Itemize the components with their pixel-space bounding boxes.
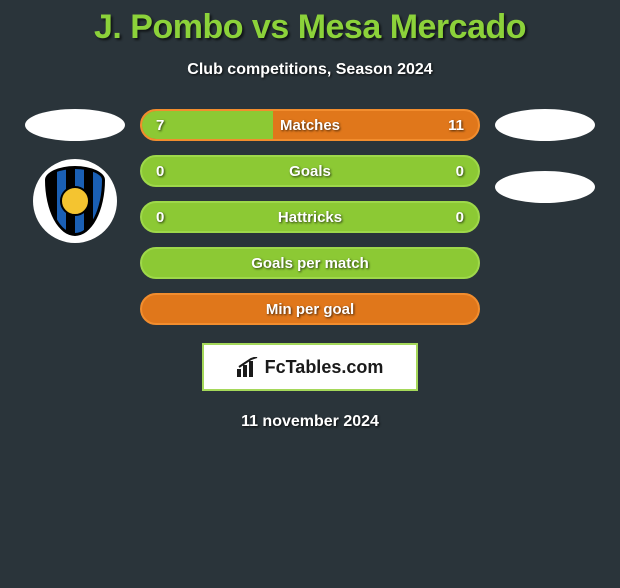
stat-row: 0 Goals 0 [140,155,480,187]
stat-value-left: 0 [156,163,164,180]
stat-bar: Goals per match [140,247,480,279]
brand-badge: FcTables.com [202,343,418,391]
stat-label: Hattricks [278,209,342,226]
club-logo-left [33,159,117,243]
date-label: 11 november 2024 [0,413,620,431]
stat-bars: 7 Matches 11 0 Goals 0 0 Hattricks 0 Goals per ma… [140,109,480,325]
stat-label: Goals per match [251,255,369,272]
stat-label: Matches [280,117,340,134]
stat-value-right: 0 [456,163,464,180]
stat-bar: 0 Hattricks 0 [140,201,480,233]
stat-bar: 7 Matches 11 [140,109,480,141]
stat-value-left: 0 [156,209,164,226]
stat-bar: Min per goal [140,293,480,325]
right-player-column [490,109,600,325]
stat-row: Goals per match [140,247,480,279]
stat-row: Min per goal [140,293,480,325]
stat-value-right: 11 [448,117,464,134]
comparison-panel: 7 Matches 11 0 Goals 0 0 Hattricks 0 Goals per ma… [0,109,620,325]
page-title: J. Pombo vs Mesa Mercado [0,8,620,47]
stat-row: 7 Matches 11 [140,109,480,141]
stat-value-left: 7 [156,117,164,134]
subtitle: Club competitions, Season 2024 [0,61,620,79]
stat-row: 0 Hattricks 0 [140,201,480,233]
left-player-column [20,109,130,325]
chart-icon [237,357,259,377]
stat-label: Goals [289,163,331,180]
brand-text: FcTables.com [265,357,384,378]
stat-label: Min per goal [266,301,354,318]
shield-icon [45,166,105,236]
club-logo-right-placeholder [495,171,595,203]
stat-bar: 0 Goals 0 [140,155,480,187]
player-avatar-right [495,109,595,141]
player-avatar-left [25,109,125,141]
stat-value-right: 0 [456,209,464,226]
